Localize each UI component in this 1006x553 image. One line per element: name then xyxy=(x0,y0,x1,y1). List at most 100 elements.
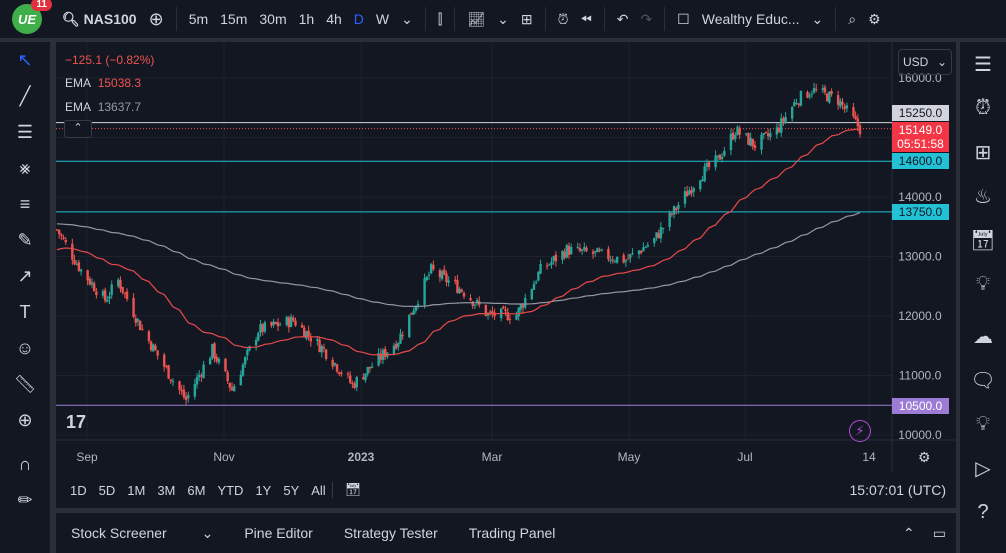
range-6m[interactable]: 6M xyxy=(187,482,206,498)
ruler-icon[interactable]: 📏︎ xyxy=(13,373,37,394)
brush-icon[interactable]: ✎ xyxy=(17,229,33,250)
interval-30m[interactable]: 30m xyxy=(259,11,287,27)
interval-4h[interactable]: 4h xyxy=(326,11,342,27)
interval-5m[interactable]: 5m xyxy=(188,11,209,27)
chevron-down-icon[interactable]: ⌄ xyxy=(497,10,509,27)
candle-body xyxy=(812,88,816,93)
calendar-icon[interactable]: 📅︎ xyxy=(970,229,996,252)
clock[interactable]: 15:07:01 (UTC) xyxy=(849,482,946,498)
replay-icon[interactable]: ⏪︎ xyxy=(580,10,592,27)
layout-name[interactable]: Wealthy Educ... xyxy=(701,11,800,27)
quick-search-icon[interactable]: ⌕ xyxy=(848,10,857,27)
candle-body xyxy=(316,338,319,341)
candle-body xyxy=(169,379,172,381)
text-icon[interactable]: T xyxy=(19,301,31,322)
candle-body xyxy=(108,296,111,299)
candle-body xyxy=(644,247,647,249)
magnet-icon[interactable]: ∩ xyxy=(18,453,32,474)
signals-bulb-icon[interactable]: 💡︎ xyxy=(976,412,990,435)
chevron-down-icon[interactable]: ⌄ xyxy=(401,10,413,27)
tab-stock-screener[interactable]: Stock Screener ⌄ xyxy=(71,524,214,541)
chart-settings-icon[interactable]: ⚙ xyxy=(918,449,931,465)
symbol-search[interactable]: 🔍︎ NAS100 xyxy=(56,11,143,28)
emoji-icon[interactable]: ☺ xyxy=(15,337,35,358)
candles-icon[interactable]: ⫿ xyxy=(437,10,443,27)
candle-body xyxy=(830,91,833,94)
play-icon[interactable]: ▷ xyxy=(975,457,991,480)
candle-body xyxy=(414,305,418,311)
add-list-icon[interactable]: ⊞ xyxy=(974,141,992,164)
candle-body xyxy=(73,259,76,265)
time-tick: 14 xyxy=(862,450,876,464)
interval-w[interactable]: W xyxy=(375,11,390,27)
ideas-bulb-icon[interactable]: 💡︎ xyxy=(976,272,990,295)
pattern-icon[interactable]: ⨳ xyxy=(19,157,31,178)
candle-body xyxy=(845,105,849,109)
templates-icon[interactable]: ⊞ xyxy=(520,10,533,27)
tab-strategy-tester[interactable]: Strategy Tester xyxy=(343,525,438,541)
price-chart[interactable]: 16000.014000.013000.012000.011000.010000… xyxy=(55,42,956,472)
interval-1h[interactable]: 1h xyxy=(298,11,315,27)
alert-icon[interactable]: ⏰︎ xyxy=(557,10,569,27)
user-avatar[interactable]: UE 11 xyxy=(12,0,52,34)
trend-line-icon[interactable]: ╱ xyxy=(19,85,31,106)
tab-trading-panel[interactable]: Trading Panel xyxy=(468,525,556,541)
change-readout: −125.1 (−0.82%) xyxy=(65,53,155,67)
cursor-icon[interactable]: ↖ xyxy=(17,49,33,70)
arrow-icon[interactable]: ↗ xyxy=(17,265,33,286)
watchlist-icon[interactable]: ☰ xyxy=(974,53,992,76)
interval-d[interactable]: D xyxy=(353,11,364,27)
currency-select[interactable]: USD ⌄ xyxy=(898,49,952,75)
candle-body xyxy=(672,206,676,215)
level-label-10500: 10500.0 xyxy=(892,398,949,414)
candle-body xyxy=(607,248,610,260)
indicators-icon[interactable]: 📈︎ xyxy=(467,10,486,27)
chevron-down-icon[interactable]: ⌄ xyxy=(811,10,824,27)
candle-body xyxy=(808,95,811,97)
redo-icon[interactable]: ↷ xyxy=(640,10,653,27)
candle-body xyxy=(62,237,65,239)
messages-icon[interactable]: 🗨︎ xyxy=(970,369,996,392)
candle-body xyxy=(377,353,380,366)
candle-body xyxy=(432,264,435,270)
horizontal-lines-icon[interactable]: ☰ xyxy=(16,121,34,142)
candle-body xyxy=(655,232,658,238)
chat-cloud-icon[interactable]: ☁ xyxy=(973,325,993,348)
hotlist-fire-icon[interactable]: ♨ xyxy=(974,185,992,208)
range-1y[interactable]: 1Y xyxy=(255,482,272,498)
chart-pane[interactable]: 16000.0 14000.0 13000.0 12000.0 11000.0 10000… xyxy=(55,42,956,472)
tab-pine-editor[interactable]: Pine Editor xyxy=(244,525,313,541)
range-5y[interactable]: 5Y xyxy=(283,482,300,498)
layout-checkbox-icon[interactable]: ☐ xyxy=(677,10,690,27)
candle-body xyxy=(274,321,278,324)
candle-body xyxy=(701,179,704,182)
maximize-panel-icon[interactable]: ▭ xyxy=(932,524,946,541)
range-3m[interactable]: 3M xyxy=(157,482,176,498)
alarm-clock-icon[interactable]: ⏰︎ xyxy=(975,96,991,119)
zoom-in-icon[interactable]: ⊕ xyxy=(17,409,33,430)
compare-add-icon[interactable]: ⊕ xyxy=(148,8,164,29)
range-ytd[interactable]: YTD xyxy=(217,482,244,498)
range-1m[interactable]: 1M xyxy=(127,482,146,498)
candle-body xyxy=(263,322,267,332)
candle-body xyxy=(631,253,634,255)
interval-15m[interactable]: 15m xyxy=(220,11,248,27)
help-icon[interactable]: ? xyxy=(977,500,989,523)
candle-body xyxy=(60,234,63,236)
lightning-icon[interactable]: ⚡︎ xyxy=(849,420,871,442)
range-5d[interactable]: 5D xyxy=(98,482,116,498)
lock-drawings-icon[interactable]: ✏ xyxy=(17,489,33,510)
collapse-panel-icon[interactable]: ⌃ xyxy=(903,524,915,541)
candle-body xyxy=(720,156,724,159)
candle-body xyxy=(156,350,159,356)
undo-icon[interactable]: ↶ xyxy=(616,10,629,27)
range-all[interactable]: All xyxy=(311,482,326,498)
range-1d[interactable]: 1D xyxy=(70,482,87,498)
date-range-icon[interactable]: 📅︎ xyxy=(331,482,368,498)
current-price-label: 15149.0 05:51:58 xyxy=(892,122,949,152)
current-price: 15149.0 xyxy=(898,123,943,137)
gear-icon[interactable]: ⚙ xyxy=(868,10,881,27)
candle-body xyxy=(399,333,402,344)
collapse-legend-button[interactable]: ⌃ xyxy=(64,120,92,138)
fib-icon[interactable]: ≡ xyxy=(19,193,31,214)
